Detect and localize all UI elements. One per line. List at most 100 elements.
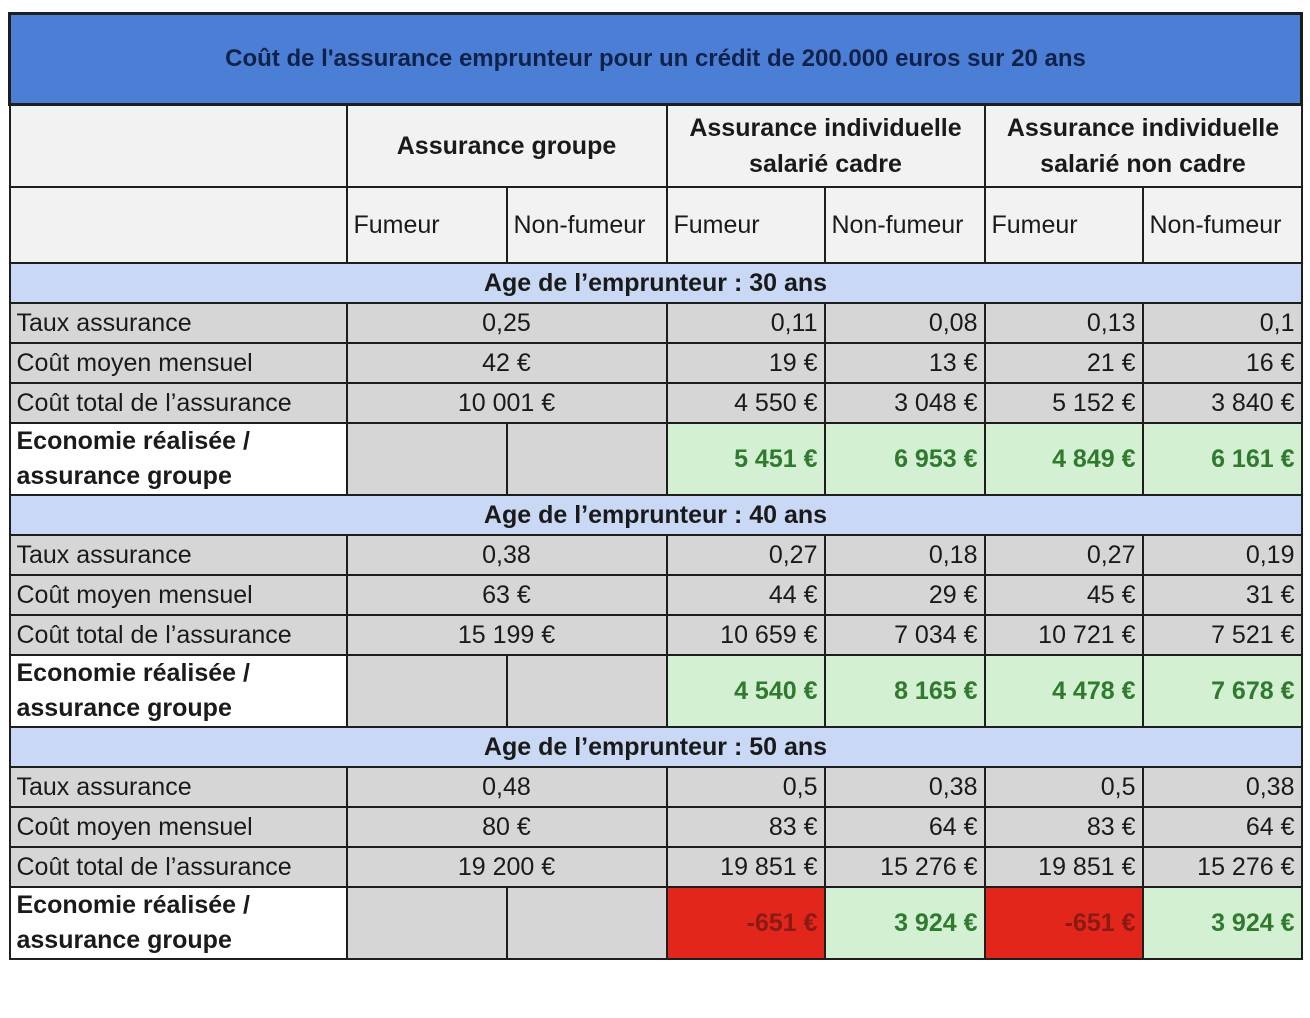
value-cell: 7 521 €	[1141, 614, 1303, 656]
table-row-taux: Taux assurance 0,48 0,5 0,38 0,5 0,38	[8, 766, 1303, 808]
value-cell: 0,38	[345, 534, 668, 576]
row-label: Coût total de l’assurance	[8, 382, 348, 424]
sub-header-fumeur: Fumeur	[345, 186, 508, 264]
savings-cell-positive: 6 953 €	[823, 422, 986, 496]
sub-header-non-fumeur: Non-fumeur	[1141, 186, 1303, 264]
row-label: Coût moyen mensuel	[8, 806, 348, 848]
blank-cell	[345, 422, 508, 496]
value-cell: 10 001 €	[345, 382, 668, 424]
table-row-taux: Taux assurance 0,38 0,27 0,18 0,27 0,19	[8, 534, 1303, 576]
blank-cell	[345, 654, 508, 728]
value-cell: 29 €	[823, 574, 986, 616]
savings-cell-positive: 4 478 €	[983, 654, 1144, 728]
group-header-individuelle-cadre: Assurance individuelle salarié cadre	[665, 103, 986, 188]
table-row-total: Coût total de l’assurance 15 199 € 10 65…	[8, 614, 1303, 656]
sub-header-non-fumeur: Non-fumeur	[505, 186, 668, 264]
title-row: Coût de l'assurance emprunteur pour un c…	[8, 12, 1303, 106]
age-section-header: Age de l’emprunteur : 30 ans	[8, 262, 1303, 304]
value-cell: 19 200 €	[345, 846, 668, 888]
row-label: Taux assurance	[8, 534, 348, 576]
value-cell: 4 550 €	[665, 382, 826, 424]
value-cell: 19 €	[665, 342, 826, 384]
group-header-individuelle-non-cadre: Assurance individuelle salarié non cadre	[983, 103, 1303, 188]
age-section-header: Age de l’emprunteur : 50 ans	[8, 726, 1303, 768]
group-header-row: Assurance groupe Assurance individuelle …	[8, 103, 1303, 188]
sub-header-non-fumeur: Non-fumeur	[823, 186, 986, 264]
value-cell: 0,18	[823, 534, 986, 576]
value-cell: 83 €	[665, 806, 826, 848]
savings-cell-positive: 6 161 €	[1141, 422, 1303, 496]
row-label: Taux assurance	[8, 766, 348, 808]
value-cell: 3 840 €	[1141, 382, 1303, 424]
value-cell: 64 €	[1141, 806, 1303, 848]
value-cell: 15 276 €	[823, 846, 986, 888]
group-header-assurance-groupe: Assurance groupe	[345, 103, 668, 188]
row-label-economie: Economie réalisée / assurance groupe	[8, 654, 348, 728]
insurance-cost-table: Coût de l'assurance emprunteur pour un c…	[8, 12, 1303, 960]
value-cell: 19 851 €	[983, 846, 1144, 888]
value-cell: 80 €	[345, 806, 668, 848]
savings-cell-negative: -651 €	[665, 886, 826, 960]
value-cell: 0,1	[1141, 302, 1303, 344]
savings-cell-positive: 3 924 €	[823, 886, 986, 960]
row-label-economie: Economie réalisée / assurance groupe	[8, 422, 348, 496]
table-row-total: Coût total de l’assurance 10 001 € 4 550…	[8, 382, 1303, 424]
savings-cell-positive: 7 678 €	[1141, 654, 1303, 728]
row-label: Coût total de l’assurance	[8, 846, 348, 888]
age-label: Age de l’emprunteur : 50 ans	[8, 726, 1303, 768]
row-label: Coût total de l’assurance	[8, 614, 348, 656]
value-cell: 21 €	[983, 342, 1144, 384]
value-cell: 0,27	[983, 534, 1144, 576]
savings-cell-positive: 8 165 €	[823, 654, 986, 728]
value-cell: 83 €	[983, 806, 1144, 848]
row-label-economie: Economie réalisée / assurance groupe	[8, 886, 348, 960]
savings-cell-positive: 4 540 €	[665, 654, 826, 728]
value-cell: 13 €	[823, 342, 986, 384]
table-row-taux: Taux assurance 0,25 0,11 0,08 0,13 0,1	[8, 302, 1303, 344]
blank-cell	[505, 422, 668, 496]
blank-cell	[505, 654, 668, 728]
value-cell: 0,25	[345, 302, 668, 344]
table-row-mensuel: Coût moyen mensuel 42 € 19 € 13 € 21 € 1…	[8, 342, 1303, 384]
savings-cell-positive: 5 451 €	[665, 422, 826, 496]
value-cell: 0,5	[665, 766, 826, 808]
row-label: Coût moyen mensuel	[8, 574, 348, 616]
blank-cell	[345, 886, 508, 960]
value-cell: 5 152 €	[983, 382, 1144, 424]
savings-cell-positive: 4 849 €	[983, 422, 1144, 496]
value-cell: 31 €	[1141, 574, 1303, 616]
table-row-economie: Economie réalisée / assurance groupe -65…	[8, 886, 1303, 960]
table-title: Coût de l'assurance emprunteur pour un c…	[8, 12, 1303, 106]
value-cell: 15 276 €	[1141, 846, 1303, 888]
sub-header-fumeur: Fumeur	[983, 186, 1144, 264]
age-label: Age de l’emprunteur : 40 ans	[8, 494, 1303, 536]
empty-header-cell	[8, 103, 348, 188]
age-label: Age de l’emprunteur : 30 ans	[8, 262, 1303, 304]
value-cell: 63 €	[345, 574, 668, 616]
blank-cell	[505, 886, 668, 960]
table-row-mensuel: Coût moyen mensuel 80 € 83 € 64 € 83 € 6…	[8, 806, 1303, 848]
sub-header-fumeur: Fumeur	[665, 186, 826, 264]
savings-cell-positive: 3 924 €	[1141, 886, 1303, 960]
table-row-economie: Economie réalisée / assurance groupe 5 4…	[8, 422, 1303, 496]
value-cell: 0,19	[1141, 534, 1303, 576]
row-label: Taux assurance	[8, 302, 348, 344]
value-cell: 0,48	[345, 766, 668, 808]
insurance-cost-table-container: Coût de l'assurance emprunteur pour un c…	[8, 12, 1303, 960]
value-cell: 3 048 €	[823, 382, 986, 424]
table-row-total: Coût total de l’assurance 19 200 € 19 85…	[8, 846, 1303, 888]
value-cell: 64 €	[823, 806, 986, 848]
value-cell: 42 €	[345, 342, 668, 384]
table-row-mensuel: Coût moyen mensuel 63 € 44 € 29 € 45 € 3…	[8, 574, 1303, 616]
value-cell: 10 659 €	[665, 614, 826, 656]
value-cell: 10 721 €	[983, 614, 1144, 656]
value-cell: 44 €	[665, 574, 826, 616]
value-cell: 19 851 €	[665, 846, 826, 888]
empty-subheader-cell	[8, 186, 348, 264]
age-section-header: Age de l’emprunteur : 40 ans	[8, 494, 1303, 536]
value-cell: 0,11	[665, 302, 826, 344]
value-cell: 15 199 €	[345, 614, 668, 656]
sub-header-row: Fumeur Non-fumeur Fumeur Non-fumeur Fume…	[8, 186, 1303, 264]
value-cell: 0,08	[823, 302, 986, 344]
value-cell: 0,27	[665, 534, 826, 576]
